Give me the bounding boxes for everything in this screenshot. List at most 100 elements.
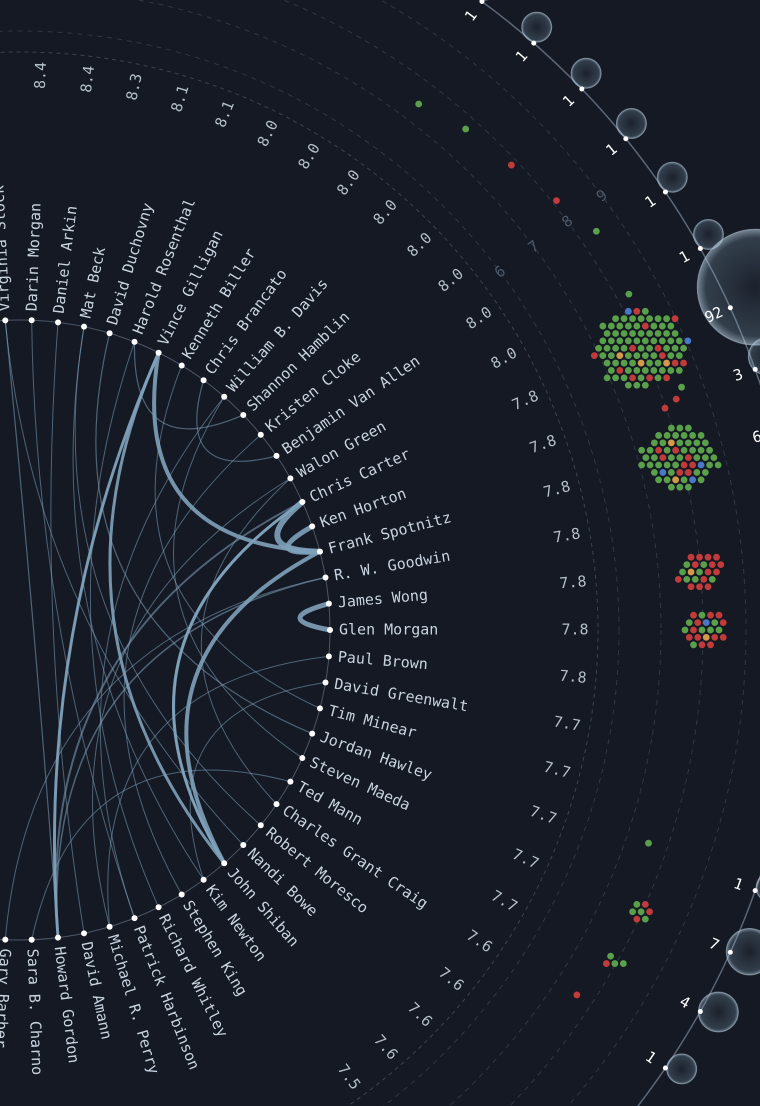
writer-node bbox=[325, 600, 332, 607]
episode-dot bbox=[607, 337, 615, 345]
episode-dot bbox=[624, 367, 632, 374]
episode-dot bbox=[680, 476, 688, 484]
link bbox=[173, 396, 303, 759]
episode-dot bbox=[650, 454, 658, 462]
writer-node bbox=[299, 755, 306, 762]
episode-dot bbox=[599, 322, 607, 330]
episode-dot bbox=[672, 476, 680, 484]
episode-dot bbox=[641, 307, 649, 315]
episode-dot bbox=[680, 446, 688, 454]
link bbox=[31, 319, 136, 919]
count-node bbox=[752, 888, 758, 894]
episode-dot bbox=[689, 446, 697, 454]
writer-node bbox=[28, 317, 35, 324]
episode-dot bbox=[655, 432, 663, 439]
episode-dot bbox=[633, 900, 641, 908]
count-bubble bbox=[692, 218, 724, 250]
episode-dot bbox=[629, 330, 636, 337]
episode-dot bbox=[553, 197, 560, 205]
episode-dot bbox=[612, 344, 619, 352]
writer-node bbox=[322, 679, 329, 686]
episode-dot bbox=[629, 359, 636, 367]
writer-node bbox=[273, 801, 280, 808]
episode-dot bbox=[633, 352, 641, 360]
episode-dot bbox=[659, 469, 667, 476]
writer-name: Darin Morgan bbox=[23, 203, 45, 312]
episode-dot bbox=[607, 952, 615, 960]
writer-node bbox=[54, 319, 61, 326]
count-bubble bbox=[755, 876, 760, 899]
episode-dot bbox=[638, 461, 646, 469]
episode-dot bbox=[620, 359, 628, 367]
episode-dot bbox=[707, 611, 714, 619]
episode-dot bbox=[592, 227, 600, 235]
episode-dot bbox=[612, 359, 619, 367]
writer-node bbox=[257, 822, 264, 829]
episode-dot bbox=[671, 330, 679, 337]
episode-dot bbox=[693, 439, 701, 447]
episode-dot bbox=[646, 344, 653, 352]
episode-dot bbox=[573, 991, 581, 999]
count-bubble bbox=[615, 107, 647, 139]
episode-dot bbox=[650, 469, 658, 476]
episode-dot bbox=[590, 352, 598, 360]
episode-dot bbox=[629, 908, 636, 916]
writer-node bbox=[178, 362, 185, 369]
episode-dot bbox=[667, 424, 675, 432]
episode-dot bbox=[616, 352, 624, 360]
episode-dot bbox=[717, 561, 725, 568]
episode-dot bbox=[697, 432, 705, 439]
episode-dot bbox=[654, 330, 662, 337]
writer-node bbox=[155, 349, 162, 356]
link bbox=[95, 332, 313, 735]
episode-dot bbox=[641, 322, 649, 330]
writer-rating: 8.4 bbox=[31, 61, 50, 89]
link bbox=[72, 326, 205, 881]
episode-dot bbox=[685, 619, 693, 627]
episode-dot bbox=[603, 344, 611, 352]
episode-dot bbox=[663, 432, 671, 439]
episode-dot bbox=[683, 575, 691, 583]
episode-dot bbox=[698, 626, 706, 634]
episode-dot bbox=[624, 337, 632, 345]
episode-dot bbox=[681, 626, 689, 634]
episode-dot bbox=[620, 374, 628, 382]
episode-dot bbox=[690, 641, 697, 649]
writer-name: Glen Morgan bbox=[339, 621, 438, 639]
episode-dot bbox=[646, 908, 653, 916]
episode-dot bbox=[667, 439, 675, 447]
episode-dot bbox=[462, 125, 470, 133]
writer-node bbox=[322, 574, 329, 581]
link bbox=[133, 341, 244, 430]
episode-dot bbox=[684, 424, 692, 432]
episode-dot bbox=[638, 446, 646, 454]
episode-dot bbox=[655, 476, 663, 484]
episode-dot bbox=[684, 454, 692, 462]
episode-dot bbox=[650, 322, 658, 330]
episode-dot bbox=[697, 446, 705, 454]
episode-dot bbox=[661, 404, 669, 412]
episode-dot bbox=[642, 454, 650, 462]
link bbox=[99, 396, 225, 919]
episode-dot bbox=[704, 583, 712, 591]
episode-dot bbox=[689, 476, 697, 484]
count-node bbox=[752, 366, 758, 372]
episode-dot bbox=[507, 161, 515, 169]
episode-dot bbox=[667, 469, 675, 476]
episode-dot bbox=[671, 344, 679, 352]
episode-dot bbox=[616, 322, 624, 330]
episode-dot bbox=[603, 374, 611, 382]
writer-node bbox=[81, 323, 88, 330]
writer-node bbox=[2, 317, 9, 324]
episode-dot bbox=[599, 337, 607, 345]
episode-dot bbox=[687, 568, 695, 576]
episode-dot bbox=[633, 322, 641, 330]
link bbox=[92, 477, 291, 928]
episode-dot bbox=[658, 367, 666, 374]
episode-dot bbox=[713, 553, 720, 561]
episode-dot bbox=[637, 374, 645, 382]
episode-dot bbox=[633, 367, 641, 374]
episode-dot bbox=[607, 352, 615, 360]
